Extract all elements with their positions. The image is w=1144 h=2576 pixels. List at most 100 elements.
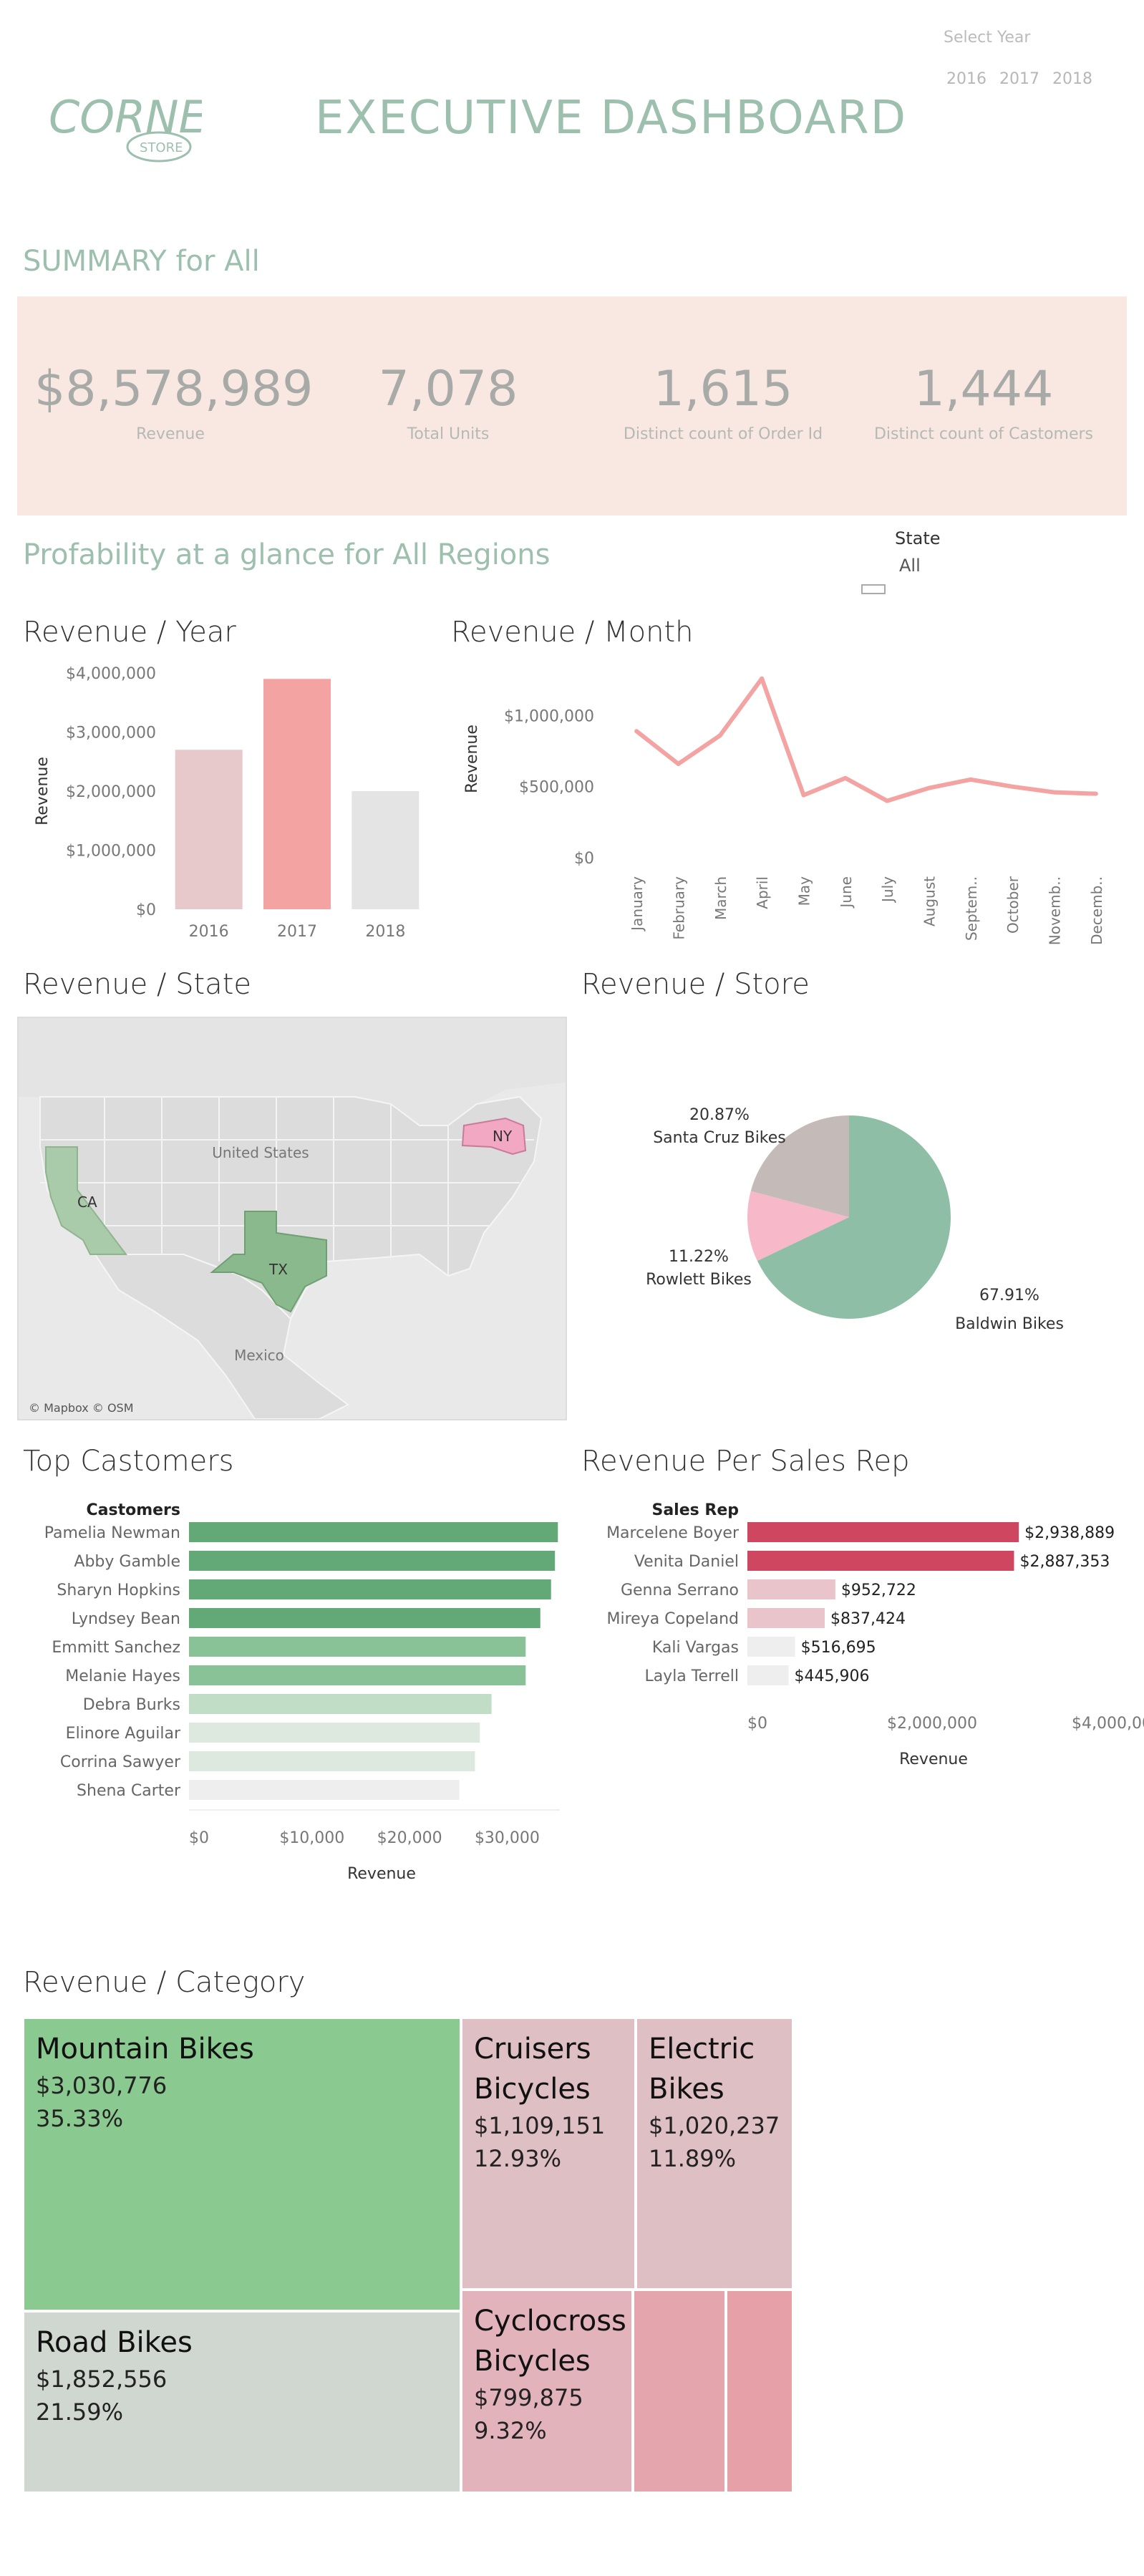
- canada-landmass: [19, 1018, 566, 1125]
- year-bar: [352, 791, 420, 909]
- pie-share-label: 20.87%: [689, 1106, 750, 1124]
- customer-bar: [189, 1665, 526, 1685]
- sales-rep-value-label: $837,424: [830, 1610, 906, 1628]
- state-ny-label: NY: [493, 1128, 513, 1145]
- month-point: [1010, 784, 1015, 789]
- revenue-year-chart: $0 $1,000,000 $2,000,000 $3,000,000 $4,000,0…: [34, 665, 420, 941]
- treemap-value: $1,109,151: [474, 2112, 606, 2139]
- month-point: [676, 761, 681, 766]
- month-point: [717, 733, 722, 738]
- state-filter-label: State: [895, 528, 941, 548]
- kpi-revenue-value: $8,578,989: [34, 361, 314, 417]
- treemap-name: Cruisers Bicycles: [474, 2033, 591, 2106]
- kpi-units-value: 7,078: [378, 361, 518, 417]
- pie-name-label: Baldwin Bikes: [955, 1315, 1064, 1333]
- treemap-value: $3,030,776: [36, 2072, 168, 2099]
- top-customers-title: Top Castomers: [23, 1445, 234, 1478]
- sales-rep-value-label: $516,695: [801, 1639, 876, 1657]
- x-tick-label: October: [1004, 876, 1022, 934]
- x-tick-label: May: [796, 876, 813, 906]
- treemap-name: Cyclocross Bicycles: [474, 2305, 626, 2378]
- x-tick-label: July: [879, 876, 896, 904]
- x-axis-title: Revenue: [347, 1865, 416, 1883]
- month-point: [801, 793, 806, 798]
- y-tick-label: $3,000,000: [66, 725, 156, 742]
- sales-rep-title: Revenue Per Sales Rep: [581, 1445, 910, 1478]
- y-tick-label: $4,000,000: [66, 665, 156, 683]
- revenue-state-title: Revenue / State: [23, 968, 251, 1001]
- sales-rep-bar: [747, 1608, 825, 1628]
- year-option-2016[interactable]: 2016: [946, 70, 987, 88]
- y-axis-title: Revenue: [34, 757, 52, 825]
- treemap-value: $1,020,237: [649, 2112, 780, 2139]
- category-header: Castomers: [86, 1501, 180, 1519]
- state-tx-label: TX: [268, 1261, 288, 1278]
- treemap-share: 35.33%: [36, 2105, 124, 2132]
- treemap-cell-road-bikes[interactable]: Road Bikes $1,852,556 21.59%: [23, 2311, 461, 2493]
- revenue-category-treemap: Mountain Bikes $3,030,776 35.33% Road Bi…: [23, 2018, 793, 2493]
- x-tick-label: June: [838, 876, 855, 909]
- x-tick-label: $10,000: [279, 1829, 344, 1847]
- customer-name-label: Emmitt Sanchez: [52, 1639, 180, 1657]
- customer-bar: [189, 1608, 541, 1628]
- month-point: [634, 729, 639, 734]
- customer-name-label: Sharyn Hopkins: [57, 1582, 180, 1599]
- treemap-cell-cyclocross-bicycles[interactable]: Cyclocross Bicycles $799,875 9.32%: [461, 2290, 633, 2493]
- revenue-month-chart: $0 $500,000 $1,000,000 Revenue January Februa…: [463, 676, 1105, 945]
- year-option-2018[interactable]: 2018: [1052, 70, 1092, 88]
- customer-name-label: Shena Carter: [77, 1782, 181, 1800]
- pie-slice: [747, 1191, 849, 1262]
- treemap-cell-unlabeled-1[interactable]: [633, 2290, 726, 2493]
- state-ca[interactable]: [45, 1146, 128, 1255]
- sales-rep-name-label: Layla Terrell: [644, 1667, 739, 1685]
- logo-sub-text: STORE: [140, 140, 183, 155]
- pie-slice: [757, 1115, 951, 1319]
- kpi-customers-value: 1,444: [913, 361, 1054, 417]
- sales-rep-value-label: $2,887,353: [1019, 1553, 1110, 1571]
- year-bar: [263, 679, 331, 909]
- y-tick-label: $0: [136, 901, 156, 919]
- treemap-cell-cruisers-bicycles[interactable]: Cruisers Bicycles $1,109,151 12.93%: [461, 2018, 636, 2290]
- kpi-orders-label: Distinct count of Order Id: [623, 425, 823, 443]
- kpi-customers-label: Distinct count of Castomers: [873, 425, 1094, 443]
- x-tick-label: $0: [747, 1715, 767, 1733]
- state-filter-slider[interactable]: [861, 584, 886, 594]
- sales-rep-name-label: Marcelene Boyer: [606, 1524, 740, 1542]
- revenue-state-map[interactable]: CA TX NY United States Mexico © Mapbox ©…: [17, 1017, 567, 1420]
- revenue-store-chart: 67.91% Baldwin Bikes 11.22% Rowlett Bikes 20…: [646, 1106, 1064, 1333]
- y-tick-label: $0: [574, 850, 594, 868]
- year-bar: [175, 750, 243, 909]
- sales-rep-bar: [747, 1665, 789, 1685]
- sales-rep-bar: [747, 1637, 795, 1657]
- pie-slice: [750, 1115, 849, 1217]
- customer-name-label: Elinore Aguilar: [66, 1725, 181, 1743]
- customer-bar: [189, 1522, 558, 1542]
- state-ny[interactable]: [461, 1117, 527, 1156]
- treemap-cell-electric-bikes[interactable]: Electric Bikes $1,020,237 11.89%: [636, 2018, 793, 2290]
- revenue-year-title: Revenue / Year: [23, 616, 236, 649]
- sales-rep-bar: [747, 1522, 1019, 1542]
- month-point: [843, 775, 848, 780]
- sales-rep-bar: [747, 1579, 835, 1599]
- map-canvas: CA TX NY United States Mexico © Mapbox ©…: [19, 1018, 566, 1419]
- customer-name-label: Abby Gamble: [74, 1553, 180, 1571]
- y-axis-title: Revenue: [463, 725, 481, 793]
- treemap-cell-unlabeled-2[interactable]: [726, 2290, 793, 2493]
- customer-name-label: Pamelia Newman: [44, 1524, 180, 1542]
- x-tick-label: $20,000: [377, 1829, 442, 1847]
- treemap-share: 12.93%: [474, 2145, 562, 2172]
- sales-rep-value-label: $2,938,889: [1024, 1524, 1115, 1542]
- treemap-cell-mountain-bikes[interactable]: Mountain Bikes $3,030,776 35.33%: [23, 2018, 461, 2311]
- pie-share-label: 67.91%: [979, 1287, 1039, 1304]
- sales-rep-name-label: Mireya Copeland: [606, 1610, 739, 1628]
- year-option-2017[interactable]: 2017: [999, 70, 1039, 88]
- pie-name-label: Rowlett Bikes: [646, 1271, 752, 1289]
- state-tx[interactable]: [210, 1211, 327, 1313]
- x-tick-label: April: [754, 876, 771, 909]
- state-filter-value[interactable]: All: [899, 556, 921, 576]
- month-point: [885, 798, 890, 803]
- customer-bar: [189, 1579, 551, 1599]
- year-selector-label: Select Year: [944, 29, 1031, 47]
- map-attribution: © Mapbox © OSM: [29, 1401, 134, 1415]
- customer-bar: [189, 1723, 480, 1743]
